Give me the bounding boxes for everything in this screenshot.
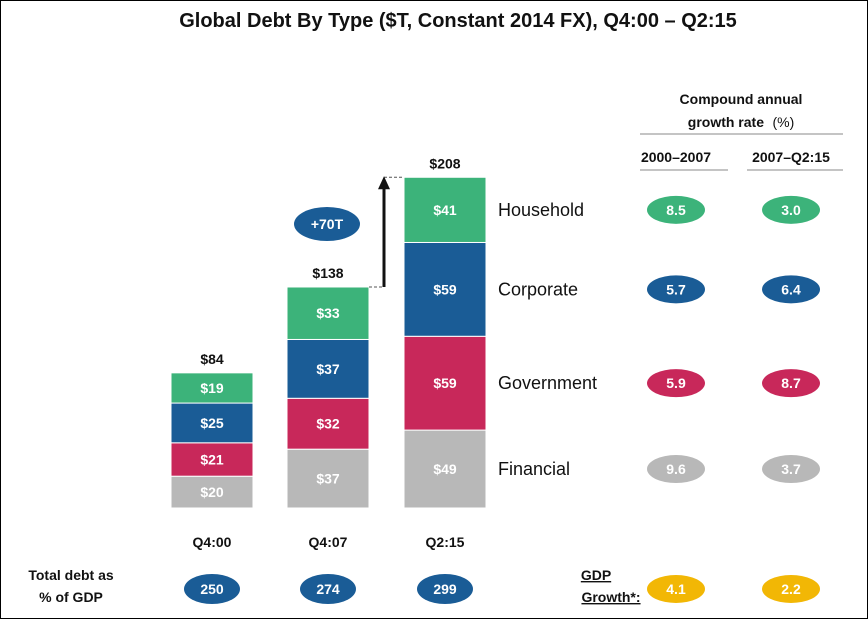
cagr-value-household-2: 3.0 (781, 202, 801, 218)
bars-layer: $20 $21 $25 $19 $84 Q4:00 $37 $32 $37 $33 $138 Q4:0… (170, 155, 487, 550)
cagr-value-financial-2: 3.7 (781, 461, 801, 477)
bar-segment-corporate-1 (170, 402, 254, 444)
segment-label-financial-1: $20 (200, 484, 224, 500)
legend-layer: Financial Government Corporate Household (498, 200, 597, 479)
cagr-period-1: 2000–2007 (641, 149, 711, 165)
cagr-pill-government-1 (647, 369, 705, 398)
bar-segment-government-2 (286, 397, 370, 450)
increase-arrow-head (378, 176, 390, 190)
segment-label-financial-3: $49 (433, 461, 457, 477)
bar-total-2: $138 (312, 265, 343, 281)
cagr-value-government-2: 8.7 (781, 375, 801, 391)
legend-label-government: Government (498, 373, 597, 393)
bar-segment-household-3 (403, 176, 487, 243)
segment-label-household-3: $41 (433, 202, 457, 218)
debt-gdp-value-1: 250 (200, 581, 224, 597)
legend-label-household: Household (498, 200, 584, 220)
legend-label-financial: Financial (498, 459, 570, 479)
bar-segment-household-2 (286, 286, 370, 340)
cagr-value-household-1: 8.5 (666, 202, 686, 218)
bar-segment-government-3 (403, 335, 487, 431)
cagr-header-line1: Compound annual (680, 91, 803, 107)
cagr-period-2: 2007–Q2:15 (752, 149, 830, 165)
debt-gdp-pill-3 (417, 574, 473, 604)
segment-label-household-2: $33 (316, 305, 340, 321)
bar-segment-corporate-3 (403, 241, 487, 337)
segment-label-government-1: $21 (200, 452, 224, 468)
bar-total-3: $208 (429, 155, 460, 171)
gdp-growth-label-line1: GDP (581, 567, 611, 583)
debt-gdp-label-line2: % of GDP (39, 589, 103, 605)
cagr-header-line2: growth rate (%) (688, 114, 794, 131)
gdp-growth-label-line2: Growth*: (581, 589, 640, 605)
category-label-2: Q4:07 (309, 534, 348, 550)
increase-annotation-pill (294, 207, 360, 241)
cagr-header-growth: growth rate (688, 114, 764, 130)
debt-gdp-pill-2 (300, 574, 356, 604)
cagr-pill-financial-2 (762, 455, 820, 484)
bar-total-1: $84 (200, 351, 224, 367)
debt-gdp-pill-1 (184, 574, 240, 604)
gdp-growth-pill-2 (762, 575, 820, 603)
segment-label-financial-2: $37 (316, 471, 340, 487)
cagr-pill-government-2 (762, 369, 820, 398)
bar-segment-household-1 (170, 372, 254, 404)
segment-label-corporate-1: $25 (200, 415, 224, 431)
gdp-growth-pill-1 (647, 575, 705, 603)
bar-segment-financial-1 (170, 475, 254, 509)
debt-gdp-value-3: 299 (433, 581, 457, 597)
category-label-3: Q2:15 (426, 534, 465, 550)
gdp-growth-value-2: 2.2 (781, 581, 801, 597)
chart-title: Global Debt By Type ($T, Constant 2014 F… (179, 10, 737, 32)
cagr-pill-corporate-1 (647, 275, 705, 304)
segment-label-corporate-3: $59 (433, 281, 457, 297)
debt-gdp-value-2: 274 (316, 581, 340, 597)
segment-label-household-1: $19 (200, 380, 224, 396)
bar-segment-financial-3 (403, 429, 487, 509)
cagr-value-financial-1: 9.6 (666, 461, 686, 477)
gdp-growth-value-1: 4.1 (666, 581, 686, 597)
bar-segment-financial-2 (286, 448, 370, 509)
pills-layer: 8.5 3.0 5.7 6.4 5.9 8.7 9.6 3.7 250 274 299 4.1 2.2 (184, 195, 820, 604)
cagr-header-unit: (%) (772, 114, 794, 130)
segment-label-corporate-2: $37 (316, 361, 340, 377)
cagr-value-government-1: 5.9 (666, 375, 686, 391)
cagr-pill-household-1 (647, 195, 705, 224)
cagr-pill-corporate-2 (762, 275, 820, 304)
category-label-1: Q4:00 (193, 534, 232, 550)
cagr-value-corporate-1: 5.7 (666, 281, 686, 297)
segment-label-government-3: $59 (433, 375, 457, 391)
cagr-pill-financial-1 (647, 455, 705, 484)
cagr-pill-household-2 (762, 195, 820, 224)
cagr-value-corporate-2: 6.4 (781, 281, 801, 297)
bar-segment-corporate-2 (286, 338, 370, 399)
segment-label-government-2: $32 (316, 416, 340, 432)
legend-label-corporate: Corporate (498, 279, 578, 299)
increase-annotation-text: +70T (311, 216, 344, 232)
debt-gdp-label-line1: Total debt as (28, 567, 114, 583)
